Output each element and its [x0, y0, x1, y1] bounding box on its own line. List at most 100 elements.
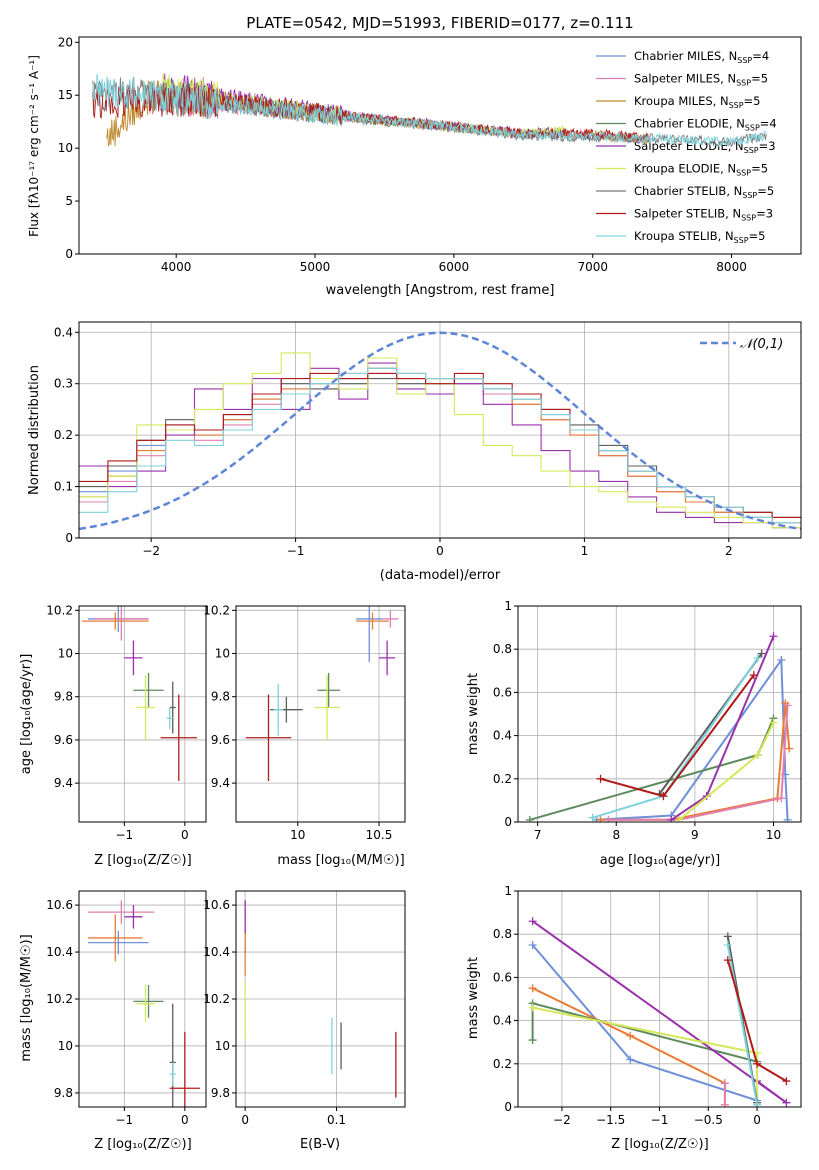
errorbar-point [169, 1062, 176, 1086]
age-vs-mass-panel: mass [log₁₀(M/M☉)] 10 10.5 9.4 9.6 9.8 10 10.2 [203, 603, 406, 868]
y-tick-label: 10.6 [203, 898, 230, 912]
errorbar-point [136, 984, 155, 1023]
y-tick-label: 10.6 [46, 898, 73, 912]
series-point-marker [723, 956, 732, 965]
y-tick-label: 9.4 [211, 776, 230, 790]
y-tick-label: 10.2 [46, 603, 73, 617]
series-point-marker [604, 815, 613, 822]
x-tick-label: 0 [753, 1113, 761, 1127]
y-tick-label: 10 [215, 1039, 230, 1053]
y-tick-label: 9.8 [211, 1086, 230, 1100]
y-tick-label: 1 [504, 599, 512, 613]
series-point-marker [785, 744, 794, 753]
series-point-marker [626, 1031, 635, 1040]
errorbar-point [356, 612, 389, 630]
mass-vs-ebv-x-axis-label: E(B-V) [300, 1137, 340, 1152]
errorbar-point [379, 640, 396, 676]
y-tick-label: 0.2 [54, 428, 73, 442]
y-tick-label: 0.1 [54, 480, 73, 494]
y-tick-label: 9.6 [211, 733, 230, 747]
x-tick-label: −1 [651, 1113, 669, 1127]
y-tick-label: 20 [58, 35, 73, 49]
y-tick-label: 0.8 [493, 642, 512, 656]
x-tick-label: 0 [436, 544, 444, 558]
y-tick-label: 0.6 [493, 970, 512, 984]
errorbar-point [314, 675, 340, 740]
legend-label: Chabrier STELIB, NSSP=5 [634, 184, 774, 200]
series-point-marker [749, 671, 758, 680]
y-tick-label: 0.3 [54, 377, 73, 391]
x-tick-label: 4000 [161, 260, 192, 274]
series-point-marker [757, 649, 766, 658]
errorbar-point [133, 672, 164, 708]
series-point-marker [528, 917, 537, 926]
legend-label: Chabrier ELODIE, NSSP=4 [634, 117, 777, 133]
series-point-marker [596, 815, 605, 822]
errorbar-point [160, 694, 197, 781]
residuals-y-axis-label: Normed distribution [27, 365, 42, 495]
series-group [528, 917, 791, 1107]
legend-label: Kroupa STELIB, NSSP=5 [634, 229, 765, 245]
y-tick-label: 10.4 [46, 945, 73, 959]
histogram-step-line [79, 367, 801, 524]
y-tick-label: 0.4 [54, 325, 73, 339]
errorbar-point [88, 914, 143, 962]
mass-vs-z-x-axis-label: Z [log₁₀(Z/Z☉)] [94, 1137, 191, 1152]
errorbar-point [356, 606, 383, 663]
axes-frame [78, 890, 207, 1108]
x-tick-label: 1 [581, 544, 589, 558]
y-tick-label: 10.2 [46, 992, 73, 1006]
residuals-x-axis-label: (data-model)/error [380, 568, 501, 583]
y-tick-label: 10 [215, 647, 230, 661]
x-tick-label: −2 [553, 1113, 571, 1127]
spectrum-panel: PLATE=0542, MJD=51993, FIBERID=0177, z=0… [27, 14, 802, 298]
axes-frame [78, 36, 802, 255]
legend-label: Salpeter STELIB, NSSP=3 [634, 207, 773, 223]
series-point-marker [675, 815, 684, 822]
mass-weight-vs-z-panel: Z [log₁₀(Z/Z☉)] mass weight −2 −1.5 −1 −0.5… [466, 884, 802, 1152]
y-tick-label: 0.8 [493, 927, 512, 941]
x-tick-label: 7000 [577, 260, 608, 274]
series-point-marker [528, 1036, 537, 1045]
x-tick-label: −1 [116, 828, 134, 842]
errorbar-point [166, 707, 173, 730]
series-point-marker [769, 632, 778, 641]
y-tick-label: 10.2 [203, 992, 230, 1006]
normal-curve [79, 331, 801, 531]
y-tick-label: 0.6 [493, 685, 512, 699]
x-tick-label: −0.5 [694, 1113, 723, 1127]
mass-vs-z-panel: Z [log₁₀(Z/Z☉)] mass [log₁₀(M/M☉)] −1 0 9.… [19, 890, 207, 1152]
mass-vs-ebv-panel: E(B-V) 0 0.1 9.8 10 10.2 10.4 10.6 [203, 890, 406, 1152]
x-tick-label: −2 [142, 544, 160, 558]
x-tick-label: 8000 [716, 260, 747, 274]
errorbar-point [169, 1031, 200, 1107]
x-tick-label: 8 [612, 828, 620, 842]
y-tick-label: 10 [58, 141, 73, 155]
y-tick-label: 0 [504, 1100, 512, 1114]
series-point-marker [667, 815, 676, 822]
errorbar-point [124, 640, 143, 676]
x-tick-label: 0 [181, 828, 189, 842]
x-tick-label: 0.1 [327, 1113, 346, 1127]
age-vs-z-x-axis-label: Z [log₁₀(Z/Z☉)] [94, 853, 191, 868]
mass-weight-vs-age-y-axis-label: mass weight [466, 673, 481, 755]
y-tick-label: 0 [65, 531, 73, 545]
errorbar-group [82, 606, 197, 781]
series-point-marker [528, 1003, 537, 1012]
mass-vs-z-y-axis-label: mass [log₁₀(M/M☉)] [19, 934, 34, 1061]
errorbar-group [245, 606, 399, 781]
errorbar-point [82, 612, 149, 630]
age-vs-z-y-axis-label: age [log₁₀(age/yr)] [19, 654, 34, 775]
series-point-marker [783, 701, 792, 710]
axes-frame [517, 890, 802, 1108]
y-tick-label: 9.8 [211, 690, 230, 704]
y-tick-label: 10.2 [203, 603, 230, 617]
x-tick-label: −1 [116, 1113, 134, 1127]
series-point-marker [769, 718, 778, 727]
axes-frame [517, 605, 802, 823]
errorbar-point [169, 681, 176, 734]
residuals-legend: 𝒩(0,1) [700, 337, 783, 352]
series-point-marker [783, 815, 792, 822]
axes-frame [78, 321, 802, 539]
